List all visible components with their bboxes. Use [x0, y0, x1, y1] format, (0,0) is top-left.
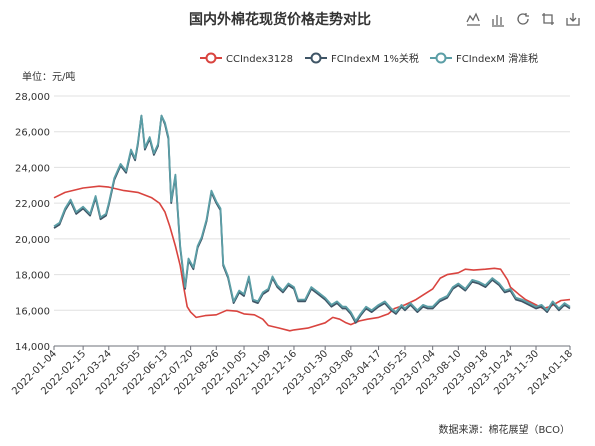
y-axis: 14,000 16,000 18,000 20,000 22,000 24,000 26,0…: [15, 92, 50, 353]
y-tick-label: 16,000: [15, 306, 50, 317]
unit-label: 单位：元/吨: [22, 70, 75, 83]
x-axis: 2022-01-042022-02-152022-03-242022-05-05…: [10, 346, 575, 397]
y-tick-label: 18,000: [15, 271, 50, 282]
y-tick-label: 22,000: [15, 199, 50, 210]
series-line-0: [53, 185, 571, 332]
y-tick-label: 14,000: [15, 342, 50, 353]
y-tick-label: 28,000: [15, 92, 50, 103]
series-line-1: [53, 114, 571, 324]
legend: CCIndex3128 FCIndexM 1%关税 FCIndexM 滑准税: [200, 52, 538, 65]
legend-label: CCIndex3128: [226, 54, 293, 65]
chart-title: 国内外棉花现货价格走势对比: [189, 11, 371, 28]
crop-icon[interactable]: [542, 13, 554, 25]
y-tick-label: 26,000: [15, 128, 50, 139]
line-chart-icon[interactable]: [466, 12, 480, 26]
legend-item-0[interactable]: CCIndex3128: [200, 52, 293, 66]
toolbox: [466, 12, 580, 27]
series-line-2: [53, 114, 571, 322]
save-icon[interactable]: [566, 13, 580, 26]
refresh-icon[interactable]: [517, 13, 529, 25]
bar-chart-icon[interactable]: [492, 15, 504, 27]
legend-label: FCIndexM 滑准税: [456, 52, 538, 65]
gridlines: [54, 95, 570, 347]
y-tick-label: 20,000: [15, 235, 50, 246]
legend-item-2[interactable]: FCIndexM 滑准税: [430, 52, 538, 65]
y-tick-label: 24,000: [15, 163, 50, 174]
data-source: 数据来源：棉花展望（BCO）: [438, 423, 570, 436]
legend-item-1[interactable]: FCIndexM 1%关税: [305, 52, 419, 65]
series-layer: [53, 114, 571, 332]
legend-label: FCIndexM 1%关税: [331, 52, 419, 65]
